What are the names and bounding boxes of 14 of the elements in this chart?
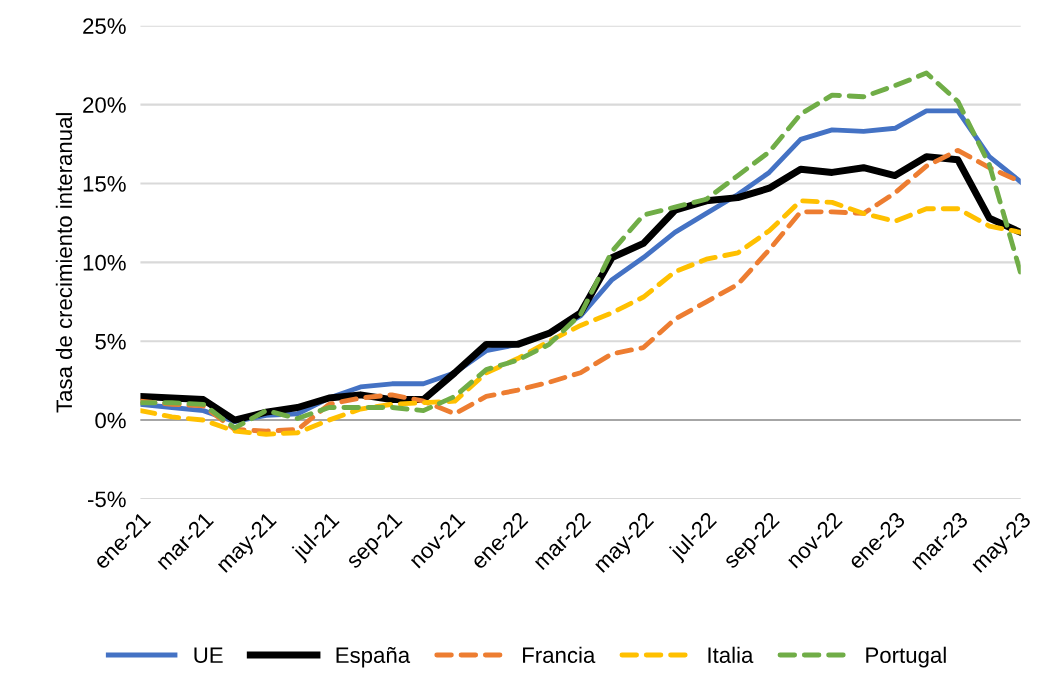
y-tick-label: 20%: [83, 97, 126, 113]
y-axis-title: Tasa de crecimiento interanual: [55, 113, 73, 413]
line-series: [140, 198, 1021, 437]
y-tick-label: 10%: [83, 254, 126, 271]
y-tick-label: 5%: [95, 333, 126, 350]
legend-label: Francia: [523, 646, 596, 664]
legend-label: España: [336, 646, 411, 668]
legend-label: UE: [194, 647, 223, 664]
y-tick-label: 25%: [83, 18, 126, 34]
legend-label: Portugal: [866, 646, 946, 668]
y-tick-label: -5%: [88, 491, 126, 508]
legend-label: Italia: [708, 646, 754, 664]
y-tick-label: 15%: [83, 176, 126, 192]
y-tick-label: 0%: [95, 412, 126, 429]
